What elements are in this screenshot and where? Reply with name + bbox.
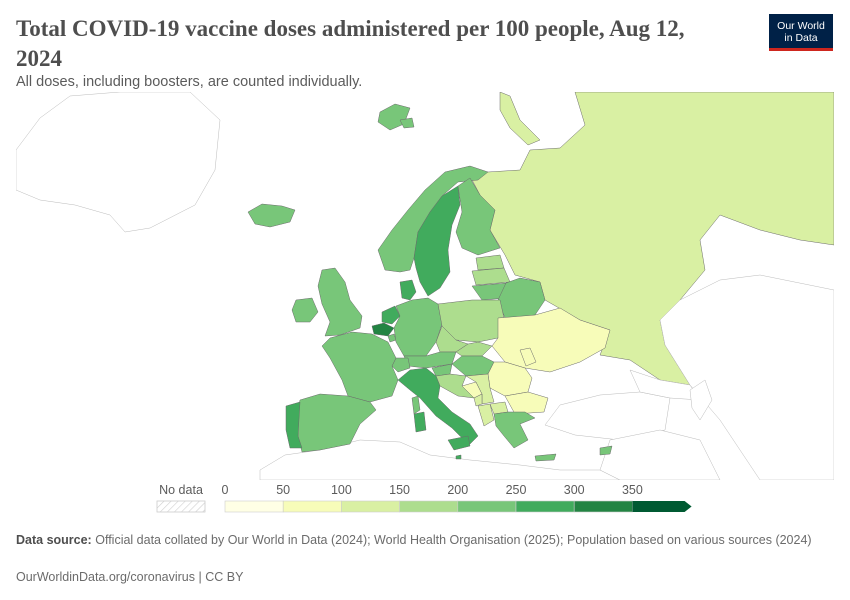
country-belgium[interactable]	[371, 322, 395, 337]
country-estonia[interactable]	[475, 254, 505, 271]
country-ireland[interactable]	[291, 297, 319, 323]
country-denmark[interactable]	[399, 279, 417, 301]
country-svalbard-2[interactable]	[399, 117, 415, 129]
country-italy[interactable]	[397, 367, 479, 445]
country-iceland[interactable]	[247, 203, 296, 228]
license-link[interactable]: CC BY	[205, 570, 244, 584]
country-romania[interactable]	[487, 361, 533, 397]
middle-east[interactable]	[599, 429, 721, 480]
country-latvia[interactable]	[471, 267, 511, 286]
country-germany[interactable]	[393, 297, 443, 357]
chart-subtitle: All doses, including boosters, are count…	[16, 74, 363, 90]
country-norway[interactable]	[377, 165, 489, 273]
country-sardinia[interactable]	[413, 411, 427, 433]
logo-line-1: Our World	[777, 20, 825, 32]
credit-separator: |	[195, 570, 206, 584]
country-russia-novaya-zemlya[interactable]	[499, 92, 541, 146]
country-finland[interactable]	[455, 177, 501, 256]
kazakhstan[interactable]	[659, 274, 834, 480]
turkey[interactable]	[544, 391, 671, 441]
country-serbia[interactable]	[465, 373, 495, 405]
footer-credit: OurWorldinData.org/coronavirus | CC BY	[16, 570, 243, 584]
country-hungary[interactable]	[451, 355, 495, 377]
source-label: Data source:	[16, 533, 92, 547]
owid-logo[interactable]: Our World in Data	[769, 14, 833, 51]
country-moldova[interactable]	[519, 347, 537, 367]
country-portugal[interactable]	[285, 401, 303, 449]
country-uk[interactable]	[317, 267, 363, 337]
country-france[interactable]	[321, 331, 399, 403]
country-albania[interactable]	[477, 403, 495, 427]
country-montenegro[interactable]	[473, 393, 483, 407]
source-text: Official data collated by Our World in D…	[95, 533, 812, 547]
chart-title: Total COVID-19 vaccine doses administere…	[16, 16, 685, 71]
country-cyprus[interactable]	[599, 445, 613, 456]
country-malta[interactable]	[455, 454, 462, 460]
country-corsica[interactable]	[411, 395, 421, 415]
logo-line-2: in Data	[784, 32, 818, 44]
country-sweden[interactable]	[413, 185, 461, 297]
greenland[interactable]	[16, 92, 221, 233]
country-sicily[interactable]	[447, 435, 471, 451]
country-austria[interactable]	[403, 351, 457, 369]
caspian-sea	[689, 379, 713, 421]
country-bulgaria[interactable]	[504, 391, 549, 415]
country-crete[interactable]	[534, 453, 557, 462]
country-netherlands[interactable]	[381, 305, 401, 325]
country-greece[interactable]	[493, 411, 536, 449]
source-url-link[interactable]: OurWorldinData.org/coronavirus	[16, 570, 196, 584]
footer-source: Data source: Official data collated by O…	[16, 533, 816, 548]
country-ukraine[interactable]	[491, 307, 611, 373]
